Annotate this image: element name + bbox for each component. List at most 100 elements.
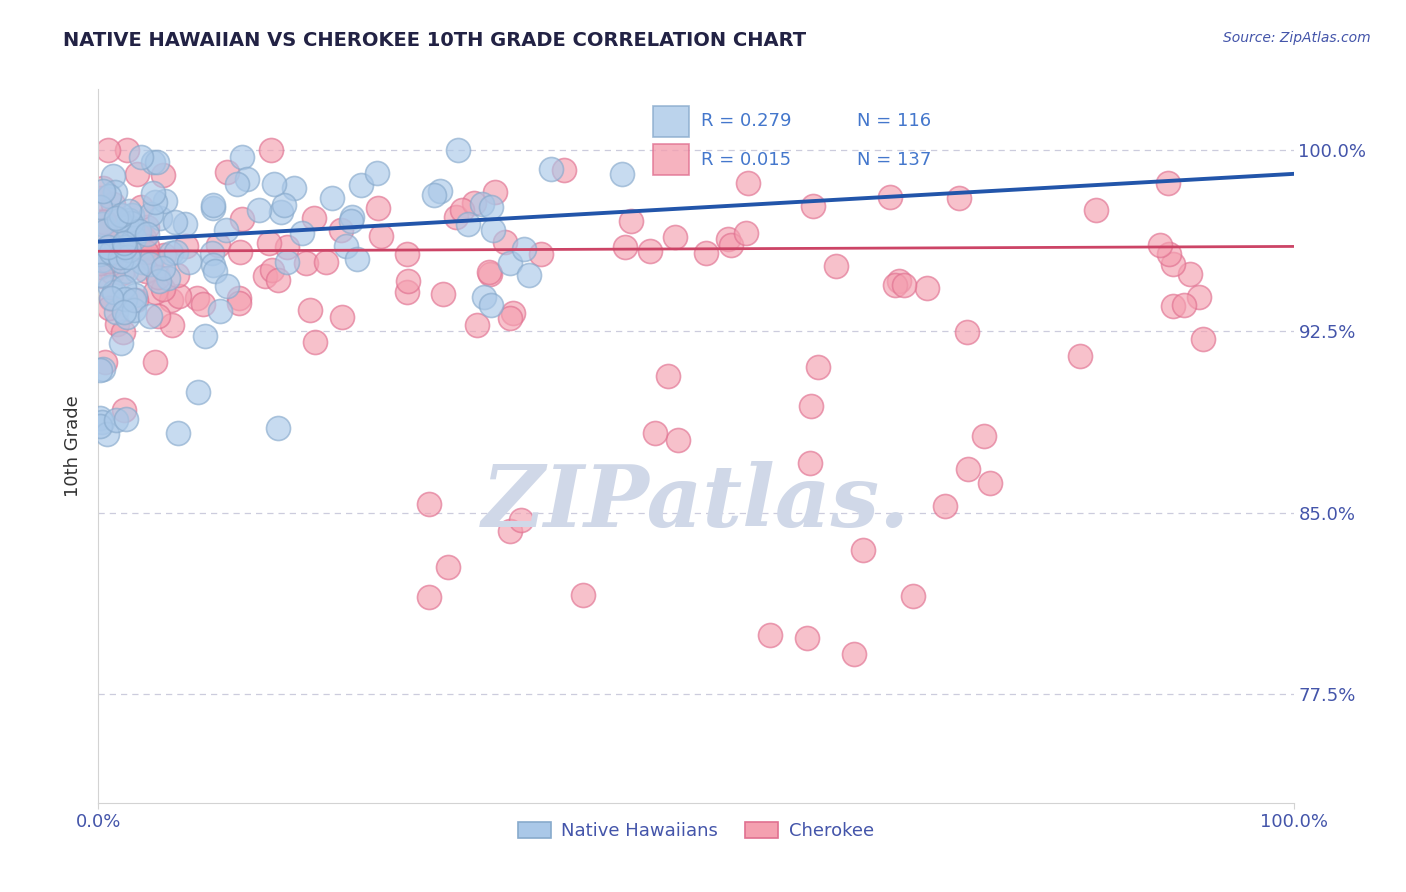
Point	[644, 425, 666, 440]
Point	[186, 291, 208, 305]
Point	[142, 155, 165, 169]
Point	[125, 293, 148, 308]
Point	[499, 524, 522, 538]
Point	[695, 245, 717, 260]
Point	[295, 256, 318, 270]
Point	[418, 590, 440, 604]
Point	[177, 254, 200, 268]
Point	[101, 264, 124, 278]
Point	[131, 200, 153, 214]
Point	[141, 207, 163, 221]
Point	[191, 296, 214, 310]
Point	[447, 143, 470, 157]
Point	[915, 281, 938, 295]
Point	[121, 208, 143, 222]
Point	[167, 289, 190, 303]
Point	[153, 194, 176, 208]
Point	[395, 247, 418, 261]
Point	[510, 513, 533, 527]
Point	[267, 273, 290, 287]
Point	[110, 208, 132, 222]
Point	[152, 260, 174, 275]
Point	[957, 462, 980, 476]
Point	[117, 213, 139, 227]
Point	[90, 415, 112, 429]
Point	[152, 282, 174, 296]
Point	[115, 264, 138, 278]
Point	[89, 418, 111, 433]
Point	[329, 222, 352, 236]
Point	[304, 211, 326, 225]
Point	[110, 254, 132, 268]
Point	[139, 309, 162, 323]
Point	[457, 217, 479, 231]
Text: NATIVE HAWAIIAN VS CHEROKEE 10TH GRADE CORRELATION CHART: NATIVE HAWAIIAN VS CHEROKEE 10TH GRADE C…	[63, 31, 807, 50]
Point	[97, 240, 120, 254]
Point	[152, 168, 174, 182]
Point	[422, 188, 444, 202]
Point	[315, 255, 337, 269]
Point	[1178, 267, 1201, 281]
Point	[229, 245, 252, 260]
Point	[94, 355, 117, 369]
Point	[112, 242, 135, 256]
Point	[517, 268, 540, 282]
Point	[110, 335, 132, 350]
Point	[499, 256, 522, 270]
Point	[148, 274, 170, 288]
Point	[89, 247, 111, 261]
Point	[132, 230, 155, 244]
Point	[91, 362, 114, 376]
Point	[1069, 350, 1091, 364]
Point	[112, 305, 135, 319]
Point	[194, 329, 217, 343]
Point	[141, 252, 163, 267]
Point	[97, 253, 120, 268]
Point	[283, 180, 305, 194]
Point	[472, 290, 495, 304]
Point	[1173, 298, 1195, 312]
Point	[208, 304, 231, 318]
Point	[120, 216, 142, 230]
Point	[201, 246, 224, 260]
Point	[167, 425, 190, 440]
Point	[262, 263, 284, 277]
Point	[105, 211, 128, 226]
Point	[321, 191, 343, 205]
Point	[418, 497, 440, 511]
Point	[346, 252, 368, 266]
Point	[91, 269, 114, 284]
Point	[842, 647, 865, 661]
Point	[807, 360, 830, 375]
Point	[260, 143, 283, 157]
Point	[263, 177, 285, 191]
Point	[451, 202, 474, 217]
Point	[1192, 332, 1215, 346]
Point	[610, 168, 633, 182]
Point	[91, 184, 114, 198]
Point	[796, 631, 818, 645]
Point	[98, 301, 121, 315]
Point	[273, 198, 295, 212]
Point	[135, 264, 157, 278]
Point	[165, 245, 187, 260]
Point	[103, 285, 125, 299]
Point	[118, 203, 141, 218]
Point	[1157, 247, 1180, 261]
Point	[1163, 257, 1185, 271]
Point	[90, 217, 112, 231]
Point	[429, 184, 451, 198]
Point	[143, 355, 166, 369]
Point	[174, 217, 197, 231]
Point	[463, 196, 485, 211]
Point	[799, 456, 821, 470]
Point	[367, 201, 389, 215]
Point	[513, 242, 536, 256]
Point	[1149, 238, 1171, 252]
Point	[131, 150, 153, 164]
Point	[112, 236, 135, 251]
Point	[217, 279, 239, 293]
Point	[973, 429, 995, 443]
Point	[883, 278, 905, 293]
Point	[91, 244, 114, 258]
